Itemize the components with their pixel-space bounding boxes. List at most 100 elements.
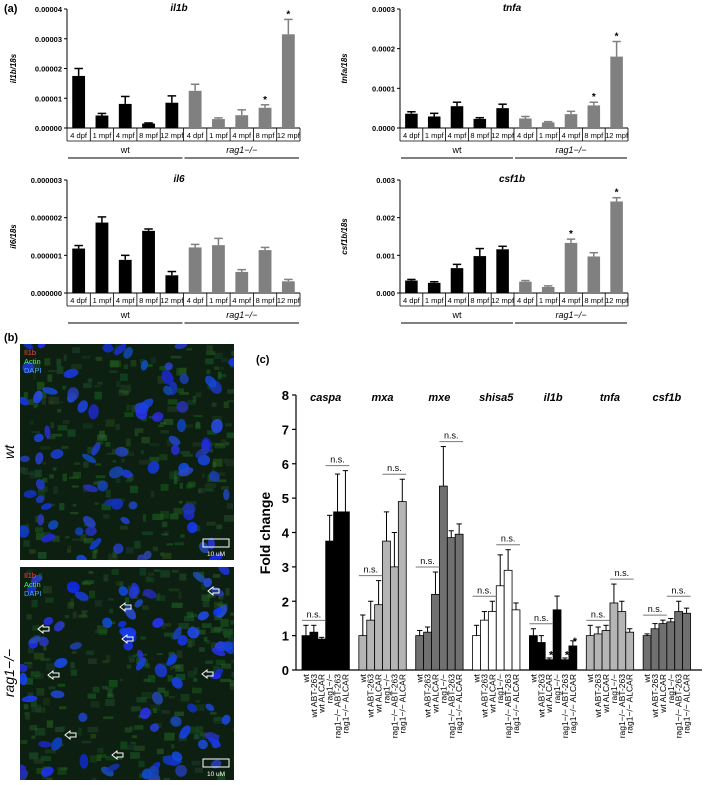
channel-legend: Il1b	[24, 571, 36, 580]
x-tick-label: rag1−/−	[438, 674, 448, 703]
actin-signal	[222, 628, 231, 636]
x-tick-label: 1 mpf	[539, 131, 559, 140]
actin-signal	[224, 423, 232, 427]
actin-signal	[141, 691, 152, 699]
x-tick-label: 1 mpf	[425, 131, 445, 140]
arrow-icon	[119, 601, 132, 613]
bar	[587, 105, 601, 128]
actin-signal	[227, 400, 234, 403]
actin-signal	[42, 585, 53, 594]
actin-signal	[56, 358, 62, 367]
x-tick-label: wt ABT-263	[479, 674, 489, 719]
gene-label: il1b	[544, 392, 563, 404]
actin-signal	[31, 704, 41, 712]
nucleus	[74, 527, 84, 536]
bar	[358, 635, 368, 671]
x-tick-label: rag1−/− ALCAR	[682, 674, 692, 734]
bar	[625, 631, 635, 671]
nucleus	[168, 435, 181, 446]
actin-signal	[163, 778, 170, 780]
actin-signal	[182, 454, 193, 457]
y-axis-label: csf1b/18s	[340, 218, 349, 255]
x-tick-label: 1 mpf	[539, 296, 559, 305]
bar	[212, 245, 225, 293]
bar	[405, 280, 418, 293]
actin-signal	[166, 543, 174, 546]
actin-signal	[206, 640, 211, 645]
y-tick-label: 0.000000	[31, 289, 62, 298]
bar	[341, 511, 350, 671]
nucleus	[82, 453, 97, 464]
bar	[609, 602, 619, 671]
actin-signal	[48, 396, 59, 405]
x-tick-label: rag1−/− ABT-263	[674, 674, 684, 739]
gene-label: caspa	[310, 392, 341, 404]
actin-signal	[43, 644, 47, 651]
actin-signal	[57, 425, 68, 431]
actin-signal	[170, 355, 182, 359]
nucleus	[97, 480, 109, 492]
nucleus	[208, 471, 220, 482]
actin-signal	[87, 446, 96, 454]
nucleus	[135, 657, 147, 671]
nucleus	[50, 690, 65, 699]
nucleus	[172, 626, 182, 640]
actin-signal	[47, 374, 53, 382]
scale-label: 10 uM	[207, 771, 225, 778]
chart-il6: il6 il6/18s 0.000000 0.000001 0.000002 0.0000…	[9, 174, 301, 324]
x-tick-label: wt ALCAR	[601, 674, 611, 714]
nucleus	[152, 412, 164, 422]
nucleus	[20, 525, 30, 538]
x-tick-label: rag1−/− ABT-263	[560, 674, 570, 739]
nucleus	[106, 763, 120, 772]
significance-marker: *	[565, 650, 570, 662]
actin-signal	[87, 658, 97, 664]
actin-signal	[195, 392, 202, 398]
actin-signal	[194, 767, 204, 773]
x-tick-label: wt ALCAR	[487, 674, 497, 714]
group-label: rag1−/−	[555, 145, 586, 155]
nucleus	[211, 647, 226, 657]
x-tick-label: 8 mpf	[584, 131, 604, 140]
actin-signal	[214, 352, 223, 360]
actin-signal	[206, 345, 214, 352]
actin-signal	[179, 573, 187, 581]
actin-signal	[230, 620, 234, 625]
ns-label: n.s.	[671, 585, 686, 595]
nucleus	[223, 488, 230, 501]
actin-signal	[50, 422, 54, 429]
actin-signal	[111, 448, 116, 455]
bar	[423, 631, 432, 671]
actin-signal	[99, 430, 105, 439]
actin-signal	[220, 485, 230, 490]
actin-signal	[81, 740, 92, 744]
nucleus	[128, 586, 138, 599]
actin-signal	[119, 678, 124, 682]
x-tick-label: 4 mpf	[448, 131, 468, 140]
nucleus	[20, 764, 27, 774]
bar	[450, 268, 464, 293]
significance-marker: *	[549, 650, 554, 662]
nucleus	[174, 344, 188, 349]
nucleus	[33, 433, 44, 443]
actin-signal	[125, 547, 134, 554]
group-label: rag1−/−	[555, 310, 586, 320]
nucleus	[118, 586, 129, 596]
x-tick-label: 12 mpf	[605, 296, 629, 305]
actin-signal	[142, 605, 149, 610]
actin-signal	[171, 570, 179, 573]
actin-signal	[44, 749, 56, 754]
actin-signal	[63, 354, 67, 361]
actin-signal	[41, 397, 46, 405]
actin-signal	[83, 461, 89, 468]
actin-signal	[36, 381, 45, 390]
actin-signal	[95, 356, 103, 361]
nucleus	[203, 577, 213, 588]
channel-legend: Actin	[24, 357, 41, 366]
ns-label: n.s.	[420, 556, 435, 566]
actin-signal	[203, 636, 208, 642]
nucleus	[134, 599, 144, 608]
actin-signal	[39, 673, 44, 680]
actin-signal	[192, 395, 197, 403]
actin-signal	[120, 741, 128, 750]
